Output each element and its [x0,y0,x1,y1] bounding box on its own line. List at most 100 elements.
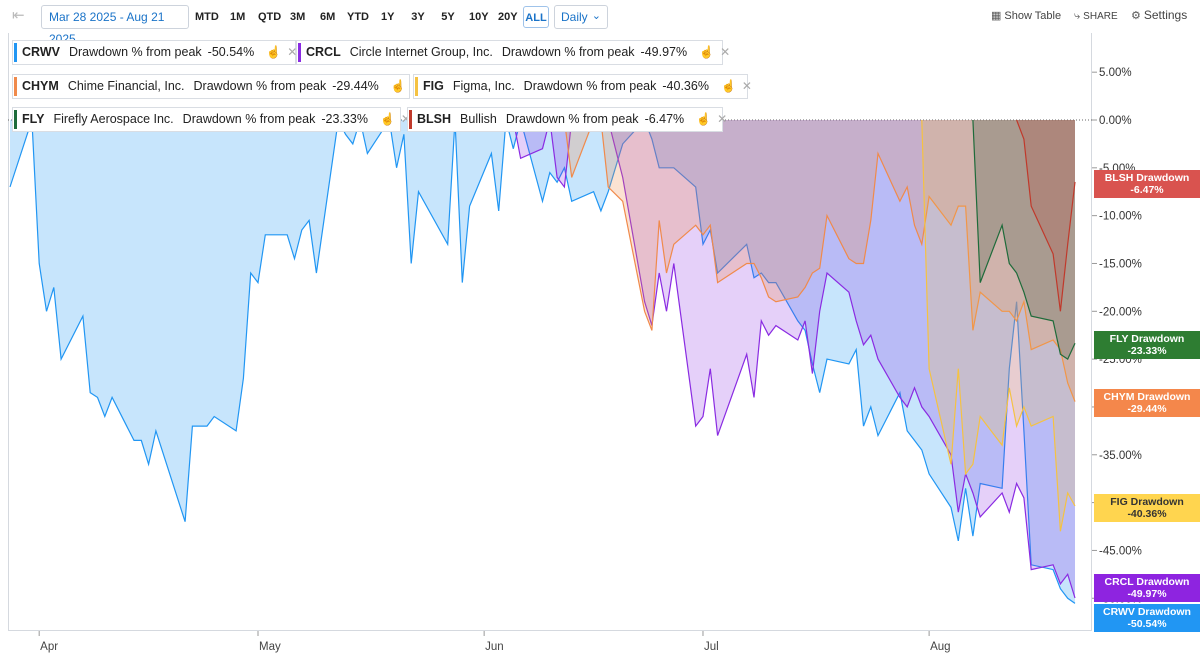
end-tag-value: -6.47% [1130,184,1164,196]
end-tag-crcl: CRCL Drawdown -49.97% [1094,574,1200,602]
y-tick-label: -20.00% [1099,306,1142,318]
legend-color-bar [14,110,17,129]
y-tick-label: -15.00% [1099,258,1142,270]
end-tag-crwv: CRWV Drawdown -50.54% [1094,604,1200,632]
date-range-picker[interactable]: Mar 28 2025 - Aug 21 2025 [41,5,189,46]
legend-company-name: Bullish [460,112,497,126]
legend-metric-label: Drawdown % from peak [523,79,657,93]
hide-series-icon[interactable]: ☝ [720,79,736,93]
legend-metric-label: Drawdown % from peak [68,45,202,59]
period-1y[interactable]: 1Y [381,11,395,23]
collapse-menu-icon[interactable]: ⇤ [12,7,25,24]
show-table-button[interactable]: ▦ Show Table [991,10,1062,22]
end-tag-blsh: BLSH Drawdown -6.47% [1094,170,1200,198]
end-tag-value: -23.33% [1127,345,1167,357]
chevron-down-icon: ⌄ [591,10,601,22]
toolbar: ⇤ Mar 28 2025 - Aug 21 2025 MTD 1M QTD 3M 6M… [0,0,1200,46]
period-qtd[interactable]: QTD [258,11,282,23]
remove-series-icon[interactable]: ✕ [400,112,411,126]
end-tag-fig: FIG Drawdown -40.36% [1094,494,1200,522]
remove-series-icon[interactable]: ✕ [741,79,752,93]
legend-item-fig[interactable]: FIG Figma, Inc. Drawdown % from peak -40.36… [413,74,752,99]
period-1m[interactable]: 1M [230,11,246,23]
end-tag-title: CRWV Drawdown [1103,606,1191,618]
end-tag-chym: CHYM Drawdown -29.44% [1094,389,1200,417]
period-ytd[interactable]: YTD [347,11,369,23]
legend-item-crwv[interactable]: CRWV Drawdown % from peak -50.54% ☝ ✕ [12,40,298,65]
period-20y[interactable]: 20Y [498,11,518,23]
end-tag-value: -49.97% [1127,588,1167,600]
series-area-chym [564,120,1075,402]
period-6m[interactable]: 6M [320,11,336,23]
series-line-crwv[interactable] [9,117,1076,604]
legend-item-chym[interactable]: CHYM Chime Financial, Inc. Drawdown % from… [12,74,422,99]
legend-value: -49.97% [640,45,688,59]
gear-icon: ⚙ [1131,10,1141,22]
legend-company-name: Circle Internet Group, Inc. [349,45,493,59]
legend-color-bar [298,43,301,62]
series-area-crcl [513,120,1075,598]
legend-item-blsh[interactable]: BLSH Bullish Drawdown % from peak -6.47% ☝ ✕ [407,107,727,132]
end-tag-value: -29.44% [1127,403,1167,415]
hide-series-icon[interactable]: ☝ [379,112,395,126]
legend-color-bar [415,77,418,96]
legend-ticker: CRCL [306,45,341,59]
x-tick-label: Jul [704,641,719,653]
chart-frame [8,33,1092,631]
legend-ticker: FIG [423,79,444,93]
hide-series-icon[interactable]: ☝ [390,79,406,93]
series-area-fig [921,120,1075,532]
end-tag-value: -40.36% [1127,508,1167,520]
legend-ticker: FLY [22,112,45,126]
settings-button[interactable]: ⚙ Settings [1131,8,1188,22]
period-3y[interactable]: 3Y [411,11,425,23]
share-button[interactable]: ⤷ SHARE [1074,10,1118,22]
y-tick-label: 5.00% [1099,67,1132,79]
end-tag-title: FIG Drawdown [1110,496,1184,508]
series-line-fly[interactable] [972,119,1076,360]
series-line-fig[interactable] [921,119,1076,532]
end-tag-value: -50.54% [1127,618,1167,630]
series-line-blsh[interactable] [1016,119,1076,312]
legend-item-crcl[interactable]: CRCL Circle Internet Group, Inc. Drawdown … [296,40,730,65]
period-mtd[interactable]: MTD [195,11,219,23]
legend-ticker: CHYM [22,79,59,93]
period-5y[interactable]: 5Y [441,11,455,23]
remove-series-icon[interactable]: ✕ [717,112,728,126]
legend-color-bar [409,110,412,129]
legend-value: -23.33% [321,112,368,126]
series-area-fly [972,120,1075,360]
hide-series-icon[interactable]: ☝ [266,45,282,59]
period-all[interactable]: ALL [523,6,549,28]
end-tag-title: CHYM Drawdown [1103,391,1191,403]
legend-metric-label: Drawdown % from peak [182,112,316,126]
hide-series-icon[interactable]: ☝ [696,112,712,126]
y-tick-label: -35.00% [1099,450,1142,462]
hide-series-icon[interactable]: ☝ [699,45,715,59]
end-tag-title: CRCL Drawdown [1104,576,1190,588]
series-line-chym[interactable] [563,119,1076,402]
legend-value: -6.47% [644,112,685,126]
interval-select[interactable]: Daily ⌄ [554,5,608,29]
period-10y[interactable]: 10Y [469,11,489,23]
legend-metric-label: Drawdown % from peak [501,45,635,59]
remove-series-icon[interactable]: ✕ [720,45,731,59]
end-tag-title: FLY Drawdown [1109,333,1185,345]
series-area-blsh [1016,120,1075,312]
share-icon: ⤷ [1074,10,1081,22]
legend-company-name: Figma, Inc. [452,79,515,93]
x-tick-label: Jun [485,641,504,653]
end-tag-fly: FLY Drawdown -23.33% [1094,331,1200,359]
legend-item-fly[interactable]: FLY Firefly Aerospace Inc. Drawdown % from… [12,107,411,132]
period-3m[interactable]: 3M [290,11,306,23]
legend-value: -50.54% [207,45,255,59]
legend-metric-label: Drawdown % from peak [505,112,639,126]
remove-series-icon[interactable]: ✕ [287,45,298,59]
x-tick-label: Apr [40,641,58,653]
interval-value: Daily [561,10,588,24]
legend-color-bar [14,77,17,96]
y-tick-label: -45.00% [1099,545,1142,557]
y-tick-label: -10.00% [1099,211,1142,223]
y-tick-label: 0.00% [1099,115,1132,127]
